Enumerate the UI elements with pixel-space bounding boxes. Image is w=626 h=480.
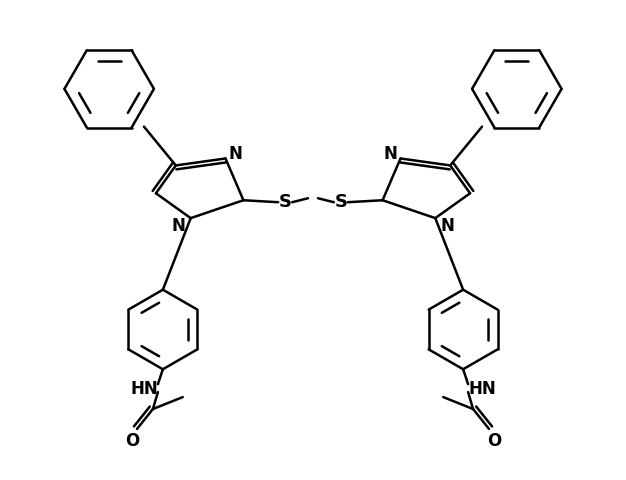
Text: O: O [487, 432, 501, 450]
Text: O: O [125, 432, 139, 450]
Text: S: S [334, 193, 347, 211]
Text: N: N [384, 144, 398, 163]
Text: S: S [279, 193, 292, 211]
Text: N: N [172, 217, 186, 235]
Text: N: N [228, 144, 242, 163]
Text: N: N [440, 217, 454, 235]
Text: HN: HN [130, 380, 158, 398]
Text: HN: HN [468, 380, 496, 398]
